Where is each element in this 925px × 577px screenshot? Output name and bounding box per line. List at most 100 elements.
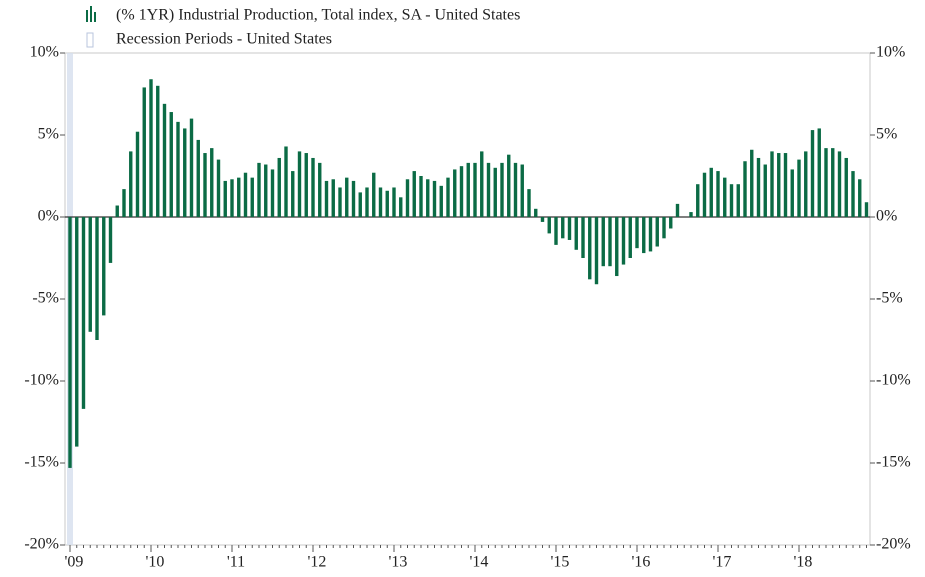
x-tick-label: '13 bbox=[389, 554, 408, 571]
bar bbox=[230, 179, 233, 217]
bar bbox=[770, 151, 773, 217]
x-tick-label: '14 bbox=[470, 554, 489, 571]
legend-icon bbox=[86, 10, 88, 22]
bar bbox=[149, 79, 152, 217]
bar bbox=[251, 178, 254, 217]
legend-icon bbox=[87, 33, 93, 47]
bar bbox=[75, 217, 78, 447]
bar bbox=[203, 153, 206, 217]
bar bbox=[642, 217, 645, 253]
bar bbox=[257, 163, 260, 217]
y2-tick-label: -15% bbox=[876, 454, 911, 471]
bar bbox=[305, 153, 308, 217]
bar bbox=[352, 181, 355, 217]
bar bbox=[480, 151, 483, 217]
bar bbox=[129, 151, 132, 217]
bar bbox=[622, 217, 625, 265]
bar bbox=[824, 148, 827, 217]
bar bbox=[851, 171, 854, 217]
bar bbox=[710, 168, 713, 217]
bar bbox=[561, 217, 564, 238]
y2-tick-label: 5% bbox=[876, 126, 897, 143]
bar bbox=[156, 86, 159, 217]
bar bbox=[689, 212, 692, 217]
y2-tick-label: -10% bbox=[876, 372, 911, 389]
bar bbox=[318, 163, 321, 217]
y2-tick-label: -5% bbox=[876, 290, 903, 307]
bar bbox=[575, 217, 578, 250]
bar bbox=[271, 169, 274, 217]
bar bbox=[210, 148, 213, 217]
bar bbox=[507, 155, 510, 217]
bar bbox=[413, 171, 416, 217]
y-tick-label: 5% bbox=[38, 126, 59, 143]
legend-icon-bars bbox=[86, 6, 96, 22]
bar bbox=[595, 217, 598, 284]
bar bbox=[244, 173, 247, 217]
y-tick-label: 10% bbox=[30, 44, 59, 61]
bar bbox=[379, 187, 382, 217]
bar bbox=[332, 179, 335, 217]
bar bbox=[534, 209, 537, 217]
bar bbox=[730, 184, 733, 217]
bar bbox=[696, 184, 699, 217]
bar bbox=[804, 151, 807, 217]
bar bbox=[298, 151, 301, 217]
bar bbox=[116, 206, 119, 217]
bar bbox=[581, 217, 584, 258]
bar bbox=[588, 217, 591, 279]
bar bbox=[406, 179, 409, 217]
bar bbox=[440, 186, 443, 217]
bar bbox=[338, 187, 341, 217]
bar bbox=[264, 165, 267, 217]
bar bbox=[68, 217, 71, 468]
bar bbox=[426, 179, 429, 217]
bar bbox=[386, 191, 389, 217]
bar bbox=[703, 173, 706, 217]
legend-icon bbox=[90, 6, 92, 22]
legend-label: (% 1YR) Industrial Production, Total ind… bbox=[116, 7, 520, 24]
bar bbox=[797, 160, 800, 217]
bar bbox=[419, 176, 422, 217]
x-tick-label: '10 bbox=[146, 554, 165, 571]
bar bbox=[669, 217, 672, 228]
y2-tick-label: -20% bbox=[876, 536, 911, 553]
x-tick-label: '17 bbox=[713, 554, 732, 571]
bar bbox=[284, 146, 287, 217]
x-tick-label: '18 bbox=[794, 554, 813, 571]
bar bbox=[102, 217, 105, 315]
bar bbox=[858, 179, 861, 217]
y2-tick-label: 10% bbox=[876, 44, 905, 61]
bar bbox=[723, 178, 726, 217]
bar bbox=[818, 128, 821, 217]
bar bbox=[608, 217, 611, 266]
bar bbox=[325, 181, 328, 217]
bar bbox=[521, 165, 524, 217]
bar bbox=[791, 169, 794, 217]
bar bbox=[224, 181, 227, 217]
bar bbox=[183, 128, 186, 217]
bar bbox=[359, 192, 362, 217]
bar bbox=[136, 132, 139, 217]
bar bbox=[649, 217, 652, 251]
bar bbox=[345, 178, 348, 217]
bar bbox=[109, 217, 112, 263]
legend: (% 1YR) Industrial Production, Total ind… bbox=[86, 6, 520, 48]
bar bbox=[291, 171, 294, 217]
y2-tick-label: 0% bbox=[876, 208, 897, 225]
bar bbox=[750, 150, 753, 217]
bar bbox=[777, 153, 780, 217]
bar bbox=[845, 158, 848, 217]
bar bbox=[743, 161, 746, 217]
bar bbox=[811, 130, 814, 217]
bar bbox=[82, 217, 85, 409]
bar bbox=[446, 178, 449, 217]
bar bbox=[217, 160, 220, 217]
bar bbox=[602, 217, 605, 266]
bar bbox=[541, 217, 544, 222]
y-tick-label: -15% bbox=[24, 454, 59, 471]
bar bbox=[784, 153, 787, 217]
bar bbox=[831, 148, 834, 217]
bar bbox=[737, 184, 740, 217]
